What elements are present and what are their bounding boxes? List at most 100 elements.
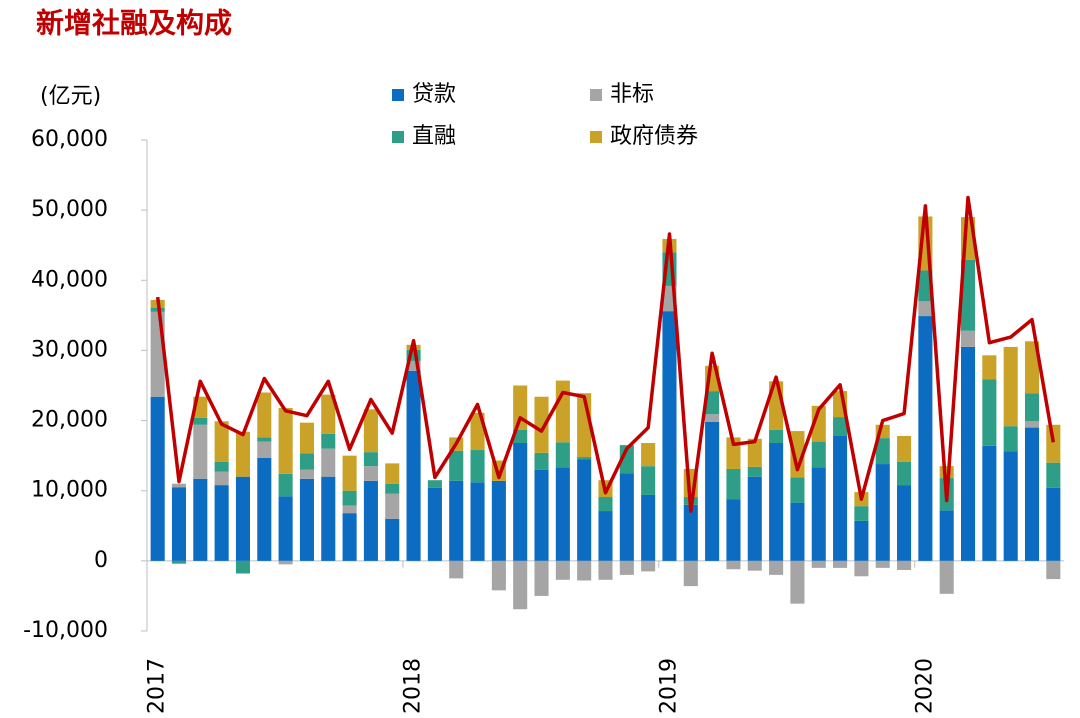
bar-segment (897, 560, 912, 570)
bar-segment (1046, 560, 1061, 580)
bar-segment (619, 560, 634, 575)
bar-segment (811, 560, 826, 568)
bar-segment (385, 493, 400, 519)
bar-segment (833, 560, 848, 568)
bar-segment (811, 441, 826, 468)
bar-segment (406, 370, 421, 561)
bar-segment (193, 417, 208, 425)
total-line (155, 195, 1056, 513)
bar-segment (705, 414, 720, 422)
bar-segment (577, 459, 592, 561)
bar-segment (214, 461, 229, 472)
bar-segment (555, 560, 570, 580)
bar-segment (1046, 462, 1061, 488)
bar-segment (747, 438, 762, 467)
bar-segment (385, 463, 400, 484)
bar-segment (811, 467, 826, 561)
bar-segment (299, 478, 314, 561)
bar-segment (321, 448, 336, 477)
legend-swatch (590, 131, 602, 143)
bar-segment (257, 441, 272, 458)
bar-segment (321, 476, 336, 561)
bar-segment (833, 436, 848, 561)
bar-segment (897, 436, 912, 462)
bar-segment (1024, 421, 1040, 428)
bar-segment (491, 560, 506, 591)
bar-segment (641, 494, 656, 561)
bar-segment (363, 480, 378, 561)
bar-segment (875, 438, 890, 465)
bar-segment (726, 560, 741, 570)
bar-segment (619, 473, 634, 561)
legend-swatch (392, 131, 404, 143)
bar-segment (470, 482, 485, 561)
bar-segment (705, 391, 720, 415)
bar-segment (513, 429, 528, 444)
bar-segment (577, 560, 592, 581)
bar-segment (790, 502, 805, 561)
x-tick-label: 2019 (656, 658, 681, 714)
bar-segment (235, 476, 251, 561)
bar-segment (875, 560, 890, 568)
bar-segment (960, 259, 976, 331)
bar-segment (939, 560, 954, 594)
bar-segment (555, 467, 570, 561)
legend-label: 政府债券 (610, 124, 698, 149)
bar-segment (406, 349, 421, 361)
bar-segment (897, 485, 912, 561)
legend-label: 直融 (412, 124, 456, 149)
bar-segment (534, 396, 549, 453)
bar-segment (918, 316, 933, 561)
bar-segment (150, 396, 165, 561)
bar-segment (705, 421, 720, 561)
bar-segment (363, 466, 378, 481)
bar-segment (385, 518, 400, 561)
bar-segment (982, 379, 997, 446)
y-tick-label: 10,000 (31, 478, 108, 503)
bar-segment (875, 464, 890, 561)
y-tick-label: -10,000 (23, 618, 108, 643)
bar-segment (939, 466, 954, 479)
legend-label: 贷款 (412, 82, 456, 107)
bar-segment (534, 560, 549, 596)
bar-segment (534, 452, 549, 470)
bar-segment (598, 497, 613, 512)
bar-segment (257, 437, 272, 442)
bar-segment (257, 457, 272, 561)
chart-title: 新增社融及构成 (36, 7, 232, 40)
bar-segment (193, 478, 208, 561)
legend-label: 非标 (610, 82, 654, 107)
bar-segment (662, 311, 677, 561)
bar-segment (1003, 346, 1018, 427)
bar-segment (683, 504, 698, 561)
y-tick-label: 0 (94, 548, 108, 573)
bar-segment (854, 506, 869, 521)
bar-segment (342, 513, 357, 561)
bar-segment (214, 485, 229, 561)
bar-segment (555, 380, 570, 443)
y-axis-label: (亿元) (40, 84, 101, 109)
bar-segment (1003, 426, 1018, 452)
bar-segment (299, 453, 314, 470)
bar-segment (278, 496, 293, 561)
bar-segment (257, 392, 272, 438)
bar-segment (939, 510, 954, 561)
bar-segment (918, 301, 933, 317)
bar-segment (1046, 487, 1061, 561)
bar-segment (555, 442, 570, 468)
bar-segment (342, 490, 357, 506)
bar-segment (854, 560, 869, 577)
bar-segment (278, 560, 293, 565)
bar-segment (235, 431, 251, 477)
bar-segment (427, 487, 442, 561)
legend-swatch (590, 89, 602, 101)
bar-segment (513, 443, 528, 561)
bar-segment (747, 476, 762, 561)
bar-segment (897, 461, 912, 486)
bar-segment (683, 560, 698, 587)
x-tick-label: 2018 (401, 658, 426, 714)
y-tick-label: 40,000 (31, 267, 108, 292)
legend-swatch (392, 89, 404, 101)
bar-segment (363, 452, 378, 467)
